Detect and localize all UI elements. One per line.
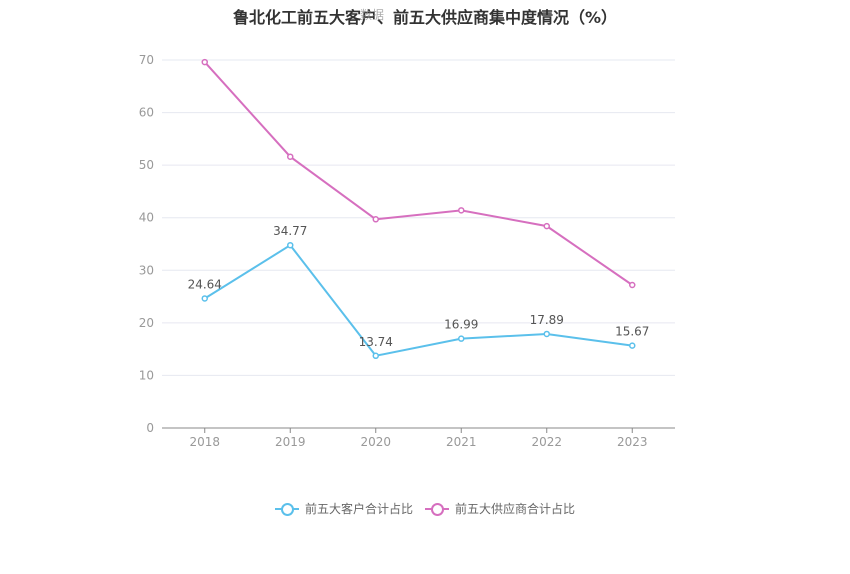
data-point	[629, 342, 636, 349]
series-line-1	[204, 61, 633, 286]
y-tick-label: 60	[139, 106, 154, 120]
data-point	[629, 281, 636, 289]
y-tick-label: 0	[146, 421, 154, 435]
data-label: 17.89	[530, 313, 564, 327]
data-point	[201, 58, 208, 66]
x-tick-label: 2023	[617, 435, 648, 449]
x-tick-label: 2019	[275, 435, 306, 449]
data-point	[287, 241, 294, 249]
y-tick-label: 50	[139, 158, 154, 172]
legend-swatch-customers	[274, 502, 299, 516]
legend-item-customers[interactable]: 前五大客户合计占比	[274, 500, 413, 517]
y-tick-label: 20	[139, 316, 154, 330]
data-point	[543, 222, 550, 230]
data-point	[458, 207, 465, 214]
data-label: 15.67	[615, 325, 649, 339]
x-tick-label: 2021	[446, 435, 477, 449]
y-tick-label: 10	[139, 368, 154, 382]
x-tick-label: 2018	[189, 435, 220, 449]
watermark: 数据	[360, 8, 385, 22]
data-label: 34.77	[273, 224, 307, 238]
y-tick-label: 30	[139, 263, 154, 277]
legend-label-suppliers: 前五大供应商合计占比	[455, 502, 576, 516]
data-label: 13.74	[359, 335, 393, 349]
y-tick-label: 40	[139, 211, 154, 225]
x-tick-label: 2020	[360, 435, 391, 449]
y-tick-label: 70	[139, 53, 154, 67]
data-point	[543, 330, 550, 338]
x-tick-label: 2022	[531, 435, 562, 449]
data-point	[458, 335, 465, 342]
chart-title: 鲁北化工前五大客户、前五大供应商集中度情况（%）	[232, 8, 618, 27]
legend-label-customers: 前五大客户合计占比	[304, 502, 413, 516]
data-point	[287, 153, 294, 160]
legend: 前五大客户合计占比 前五大供应商合计占比	[0, 500, 850, 517]
data-point	[372, 352, 379, 360]
data-point	[372, 216, 379, 223]
legend-swatch-suppliers	[425, 502, 449, 516]
series-line-0	[204, 243, 633, 357]
legend-item-suppliers[interactable]: 前五大供应商合计占比	[425, 500, 575, 517]
data-label: 24.64	[188, 277, 222, 291]
data-label: 16.99	[444, 318, 478, 332]
data-point	[201, 295, 208, 302]
